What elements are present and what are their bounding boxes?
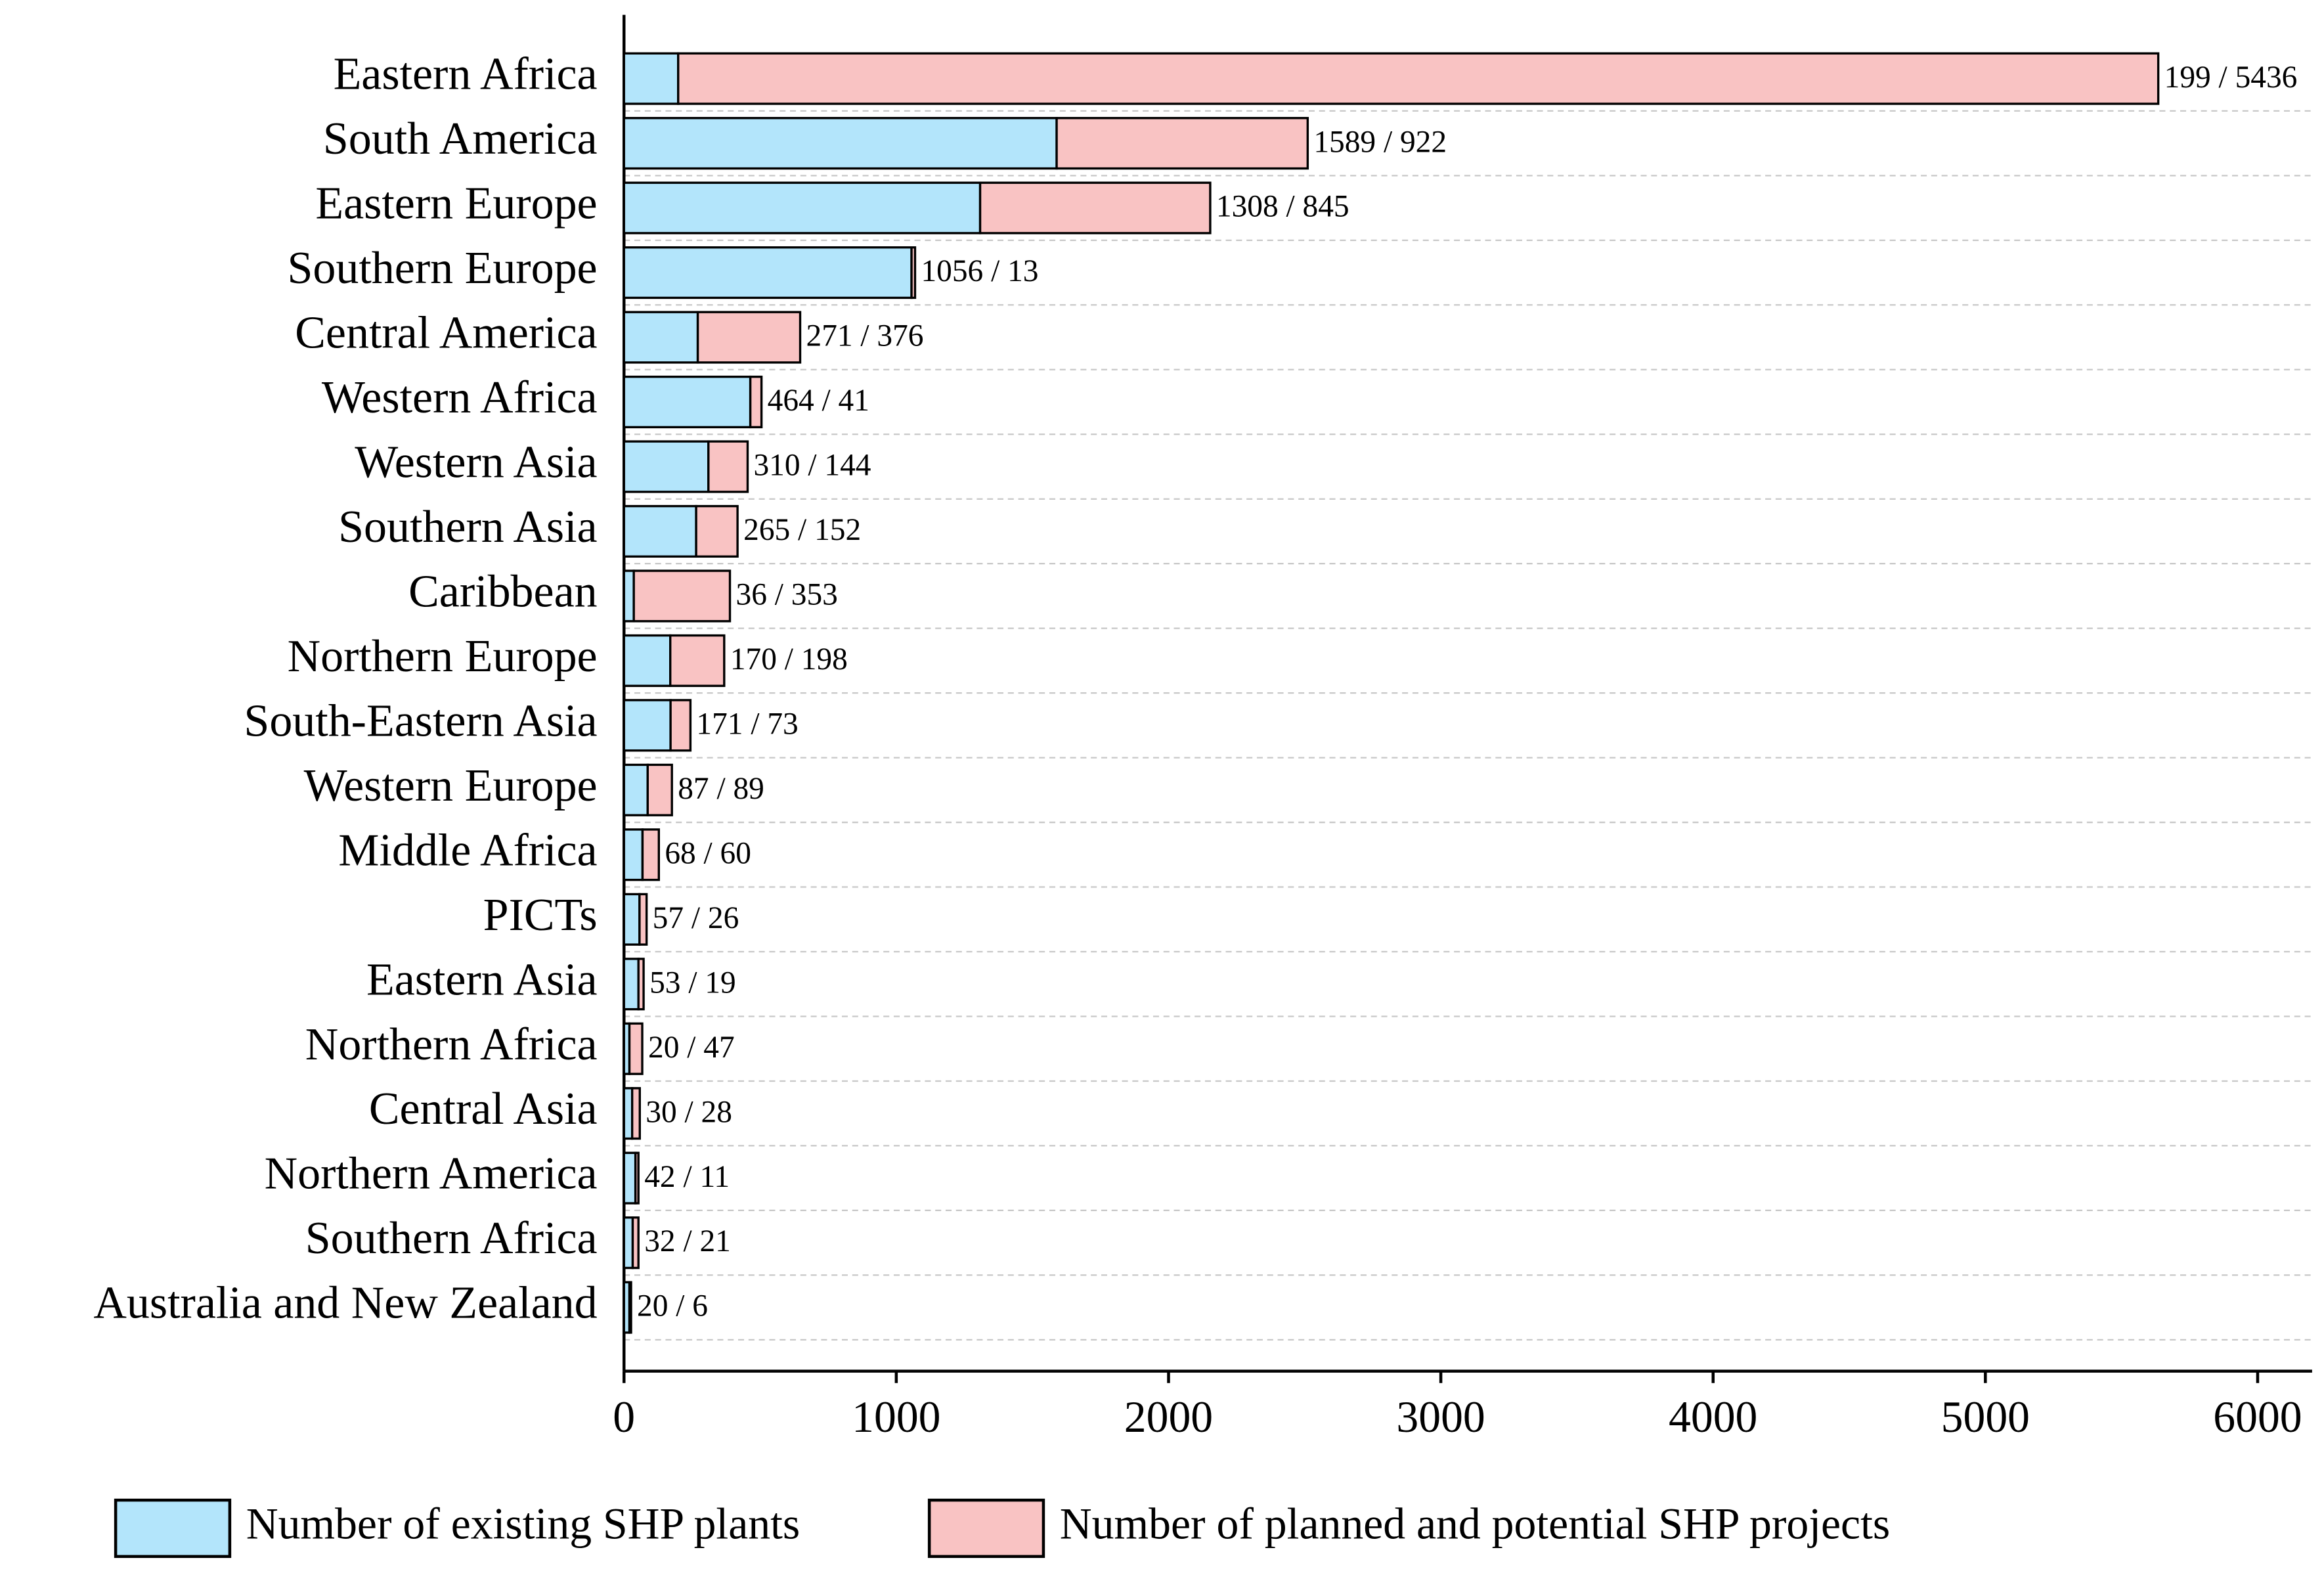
bar-segment <box>677 52 2160 105</box>
bar-segment <box>696 311 802 364</box>
value-label: 32 / 21 <box>644 1224 731 1258</box>
bar-segment <box>669 634 726 687</box>
x-tick-label: 3000 <box>1396 1392 1485 1442</box>
legend-swatch <box>114 1498 232 1559</box>
category-label: Central America <box>295 308 597 359</box>
category-label: Northern Africa <box>305 1019 598 1070</box>
category-label: Middle Africa <box>338 825 597 876</box>
category-label: Western Asia <box>355 437 597 488</box>
category-label: South-Eastern Asia <box>244 696 597 746</box>
bar-segment <box>623 504 697 558</box>
bar-segment <box>623 699 672 752</box>
bar-segment <box>623 311 699 364</box>
x-tick-label: 6000 <box>2213 1392 2302 1442</box>
legend-label: Number of planned and potential SHP proj… <box>1060 1499 1890 1548</box>
value-label: 464 / 41 <box>768 384 869 418</box>
category-label: Southern Africa <box>305 1213 598 1264</box>
x-tick-label: 1000 <box>852 1392 940 1442</box>
value-label: 20 / 47 <box>648 1031 735 1065</box>
bar-segment <box>707 440 749 493</box>
value-label: 57 / 26 <box>653 901 739 935</box>
category-label: Central Asia <box>369 1084 598 1134</box>
category-label: Caribbean <box>408 566 597 617</box>
legend-label: Number of existing SHP plants <box>246 1499 800 1548</box>
bar-segment <box>623 634 672 687</box>
bar-segment <box>632 569 732 623</box>
bar-segment <box>628 1281 632 1334</box>
value-label: 1056 / 13 <box>921 254 1038 288</box>
x-tick-label: 4000 <box>1669 1392 1757 1442</box>
category-label: Northern Europe <box>288 631 598 682</box>
x-tick-label: 0 <box>613 1392 635 1442</box>
category-label: Eastern Africa <box>334 49 598 100</box>
value-label: 36 / 353 <box>736 578 838 612</box>
bar-segment <box>623 1216 634 1270</box>
bar-segment <box>623 375 752 429</box>
bar-segment <box>623 763 649 816</box>
category-label: Southern Asia <box>338 502 597 552</box>
value-label: 1308 / 845 <box>1216 190 1349 224</box>
bar-segment <box>630 1087 641 1140</box>
category-label: Western Africa <box>322 372 598 423</box>
bar-segment <box>623 181 982 234</box>
legend-swatch <box>927 1498 1045 1559</box>
category-label: Northern America <box>265 1149 598 1199</box>
bar-segment <box>749 375 763 429</box>
value-label: 199 / 5436 <box>2164 60 2298 95</box>
value-label: 310 / 144 <box>753 449 871 483</box>
bar-segment <box>628 1022 644 1075</box>
bar-segment <box>623 1151 637 1205</box>
bar-segment <box>695 504 739 558</box>
value-label: 53 / 19 <box>649 965 736 1000</box>
value-label: 171 / 73 <box>696 707 798 741</box>
bar-segment <box>1055 117 1309 170</box>
bar-segment <box>623 1087 634 1140</box>
x-tick-label: 5000 <box>1941 1392 2030 1442</box>
bar-segment <box>623 440 710 493</box>
category-label: Western Europe <box>304 761 598 811</box>
bar-segment <box>637 958 645 1011</box>
value-label: 68 / 60 <box>665 836 751 870</box>
value-label: 20 / 6 <box>637 1289 708 1323</box>
value-label: 170 / 198 <box>730 642 848 677</box>
category-label: Eastern Europe <box>315 179 597 229</box>
bar-segment <box>646 763 673 816</box>
bar-segment <box>669 699 692 752</box>
bar-segment <box>634 1151 640 1205</box>
bar-segment <box>623 958 640 1011</box>
value-label: 271 / 376 <box>806 319 924 353</box>
bar-segment <box>641 828 660 881</box>
bar-segment <box>910 246 917 299</box>
category-label: PICTs <box>483 890 598 941</box>
bar-segment <box>623 893 641 946</box>
value-label: 30 / 28 <box>646 1095 732 1129</box>
bar-segment <box>623 828 644 881</box>
bar-segment <box>623 246 913 299</box>
category-label: Australia and New Zealand <box>93 1278 597 1329</box>
bar-segment <box>638 893 648 946</box>
bar-segment <box>623 117 1058 170</box>
bar-segment <box>631 1216 640 1270</box>
bar-segment <box>623 569 635 623</box>
bar-segment <box>978 181 1212 234</box>
category-label: Eastern Asia <box>366 954 598 1005</box>
value-label: 87 / 89 <box>678 772 764 806</box>
x-tick-label: 2000 <box>1124 1392 1213 1442</box>
category-label: South America <box>323 114 598 164</box>
category-label: Southern Europe <box>288 243 598 294</box>
value-label: 1589 / 922 <box>1313 125 1447 159</box>
value-label: 42 / 11 <box>644 1160 730 1194</box>
value-label: 265 / 152 <box>743 513 861 547</box>
bar-segment <box>623 52 680 105</box>
